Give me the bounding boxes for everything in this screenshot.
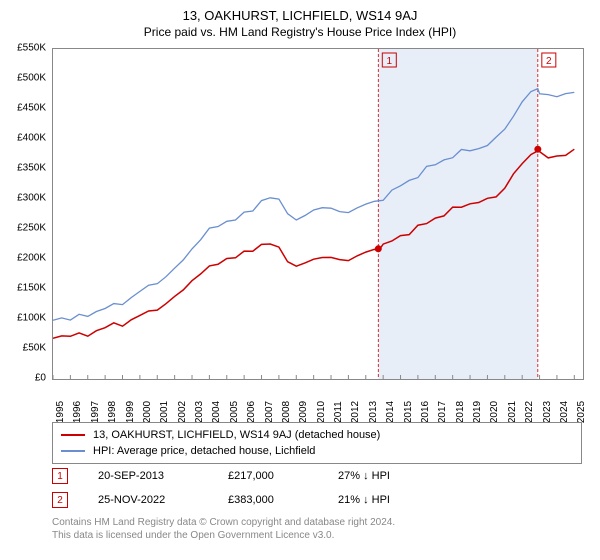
x-tick-label: 1998 bbox=[107, 401, 118, 423]
x-tick-label: 2009 bbox=[298, 401, 309, 423]
chart-title: 13, OAKHURST, LICHFIELD, WS14 9AJ bbox=[0, 0, 600, 23]
legend-swatch bbox=[61, 450, 85, 452]
marker-number-box: 1 bbox=[52, 468, 68, 484]
x-tick-label: 2000 bbox=[142, 401, 153, 423]
marker-table: 1 20-SEP-2013£217,00027% ↓ HPI 2 25-NOV-202… bbox=[52, 464, 582, 512]
legend-item: 13, OAKHURST, LICHFIELD, WS14 9AJ (detac… bbox=[61, 427, 573, 443]
x-tick-label: 1996 bbox=[72, 401, 83, 423]
x-tick-label: 2019 bbox=[472, 401, 483, 423]
x-tick-label: 2022 bbox=[524, 401, 535, 423]
x-tick-label: 2007 bbox=[264, 401, 275, 423]
footer-line1: Contains HM Land Registry data © Crown c… bbox=[52, 516, 582, 529]
y-tick-label: £200K bbox=[17, 253, 46, 264]
footer-line2: This data is licensed under the Open Gov… bbox=[52, 529, 582, 542]
y-tick-label: £400K bbox=[17, 133, 46, 144]
x-tick-label: 2006 bbox=[246, 401, 257, 423]
x-tick-label: 2012 bbox=[350, 401, 361, 423]
y-tick-label: £100K bbox=[17, 313, 46, 324]
marker-diff: 27% ↓ HPI bbox=[338, 470, 458, 482]
x-tick-label: 2013 bbox=[368, 401, 379, 423]
legend-label: 13, OAKHURST, LICHFIELD, WS14 9AJ (detac… bbox=[93, 429, 380, 441]
x-tick-label: 2020 bbox=[489, 401, 500, 423]
x-tick-label: 2023 bbox=[542, 401, 553, 423]
legend-label: HPI: Average price, detached house, Lich… bbox=[93, 445, 315, 457]
chart-subtitle: Price paid vs. HM Land Registry's House … bbox=[0, 23, 600, 39]
svg-text:1: 1 bbox=[387, 56, 393, 67]
chart-plot-area: 12 bbox=[52, 48, 584, 380]
y-tick-label: £500K bbox=[17, 73, 46, 84]
marker-number-box: 2 bbox=[52, 492, 68, 508]
y-tick-label: £350K bbox=[17, 163, 46, 174]
marker-date: 20-SEP-2013 bbox=[98, 470, 228, 482]
x-tick-label: 1999 bbox=[125, 401, 136, 423]
x-tick-label: 2014 bbox=[385, 401, 396, 423]
y-tick-label: £150K bbox=[17, 283, 46, 294]
legend-item: HPI: Average price, detached house, Lich… bbox=[61, 443, 573, 459]
legend: 13, OAKHURST, LICHFIELD, WS14 9AJ (detac… bbox=[52, 422, 582, 464]
y-axis-labels: £0£50K£100K£150K£200K£250K£300K£350K£400… bbox=[0, 48, 50, 378]
marker-row: 2 25-NOV-2022£383,00021% ↓ HPI bbox=[52, 488, 582, 512]
y-tick-label: £0 bbox=[35, 373, 46, 384]
marker-date: 25-NOV-2022 bbox=[98, 494, 228, 506]
marker-row: 1 20-SEP-2013£217,00027% ↓ HPI bbox=[52, 464, 582, 488]
x-tick-label: 2004 bbox=[211, 401, 222, 423]
x-tick-label: 2002 bbox=[177, 401, 188, 423]
marker-price: £217,000 bbox=[228, 470, 338, 482]
x-tick-label: 2021 bbox=[507, 401, 518, 423]
y-tick-label: £450K bbox=[17, 103, 46, 114]
marker-price: £383,000 bbox=[228, 494, 338, 506]
x-tick-label: 2024 bbox=[559, 401, 570, 423]
footer-attribution: Contains HM Land Registry data © Crown c… bbox=[52, 516, 582, 542]
x-tick-label: 2017 bbox=[437, 401, 448, 423]
x-tick-label: 2015 bbox=[403, 401, 414, 423]
x-tick-label: 2018 bbox=[455, 401, 466, 423]
x-tick-label: 1995 bbox=[55, 401, 66, 423]
x-tick-label: 2011 bbox=[333, 401, 344, 423]
chart-svg: 12 bbox=[53, 49, 583, 379]
x-tick-label: 2025 bbox=[576, 401, 587, 423]
x-tick-label: 2010 bbox=[316, 401, 327, 423]
y-tick-label: £50K bbox=[23, 343, 46, 354]
y-tick-label: £250K bbox=[17, 223, 46, 234]
y-tick-label: £300K bbox=[17, 193, 46, 204]
legend-swatch bbox=[61, 434, 85, 436]
x-tick-label: 1997 bbox=[90, 401, 101, 423]
y-tick-label: £550K bbox=[17, 43, 46, 54]
svg-text:2: 2 bbox=[546, 56, 552, 67]
x-tick-label: 2016 bbox=[420, 401, 431, 423]
marker-diff: 21% ↓ HPI bbox=[338, 494, 458, 506]
x-tick-label: 2005 bbox=[229, 401, 240, 423]
x-tick-label: 2001 bbox=[159, 401, 170, 423]
x-tick-label: 2008 bbox=[281, 401, 292, 423]
x-tick-label: 2003 bbox=[194, 401, 205, 423]
